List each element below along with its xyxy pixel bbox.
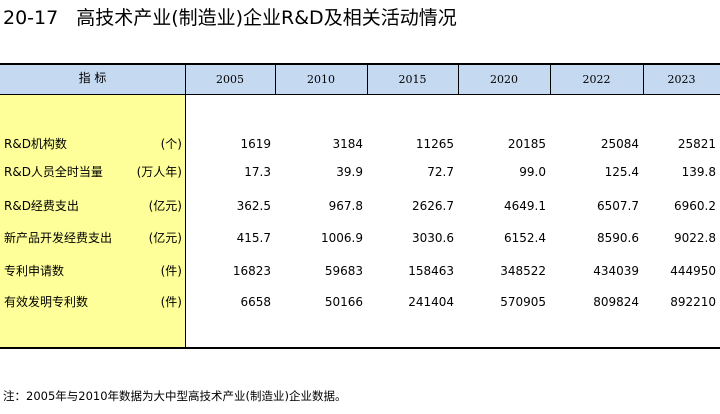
stub-header: 指 标 xyxy=(78,71,107,85)
row-label: 有效发明专利数 xyxy=(4,295,89,309)
stub-divider xyxy=(185,63,186,349)
row-label: R&D经费支出 xyxy=(4,199,79,213)
table-cell: 6507.7 xyxy=(597,199,639,213)
year-column-header: 2020 xyxy=(490,73,518,86)
table-top-rule xyxy=(0,63,720,65)
table-title: 高技术产业(制造业)企业R&D及相关活动情况 xyxy=(76,7,457,29)
table-cell: 16823 xyxy=(232,264,271,278)
table-cell: 1619 xyxy=(240,137,271,151)
table-cell: 59683 xyxy=(324,264,363,278)
table-cell: 6960.2 xyxy=(674,199,716,213)
table-header-band xyxy=(0,64,720,94)
year-column-header: 2010 xyxy=(307,73,335,86)
table-cell: 348522 xyxy=(500,264,546,278)
year-column-header: 2023 xyxy=(667,73,696,86)
table-cell: 39.9 xyxy=(336,165,363,179)
table-cell: 11265 xyxy=(415,137,454,151)
header-column-divider xyxy=(367,63,368,95)
table-cell: 3184 xyxy=(332,137,363,151)
table-cell: 20185 xyxy=(507,137,546,151)
table-cell: 50166 xyxy=(324,295,363,309)
row-unit: (件) xyxy=(160,264,182,278)
data-table: 指 标 2005 2010 2015 2020 2022 2023 R&D机构数 (个) 161… xyxy=(0,63,720,349)
table-cell: 1006.9 xyxy=(321,231,363,245)
table-cell: 25821 xyxy=(677,137,716,151)
header-column-divider xyxy=(643,63,644,95)
table-cell: 434039 xyxy=(593,264,639,278)
table-cell: 241404 xyxy=(408,295,454,309)
table-cell: 139.8 xyxy=(681,165,716,179)
table-cell: 125.4 xyxy=(604,165,639,179)
row-label: R&D机构数 xyxy=(4,137,67,151)
table-bottom-rule xyxy=(0,347,720,349)
table-cell: 892210 xyxy=(670,295,716,309)
row-unit: (亿元) xyxy=(148,199,182,213)
table-cell: 570905 xyxy=(500,295,546,309)
header-column-divider xyxy=(458,63,459,95)
table-cell: 4649.1 xyxy=(504,199,546,213)
row-label: 专利申请数 xyxy=(4,264,65,278)
table-cell: 362.5 xyxy=(236,199,271,213)
year-column-header: 2022 xyxy=(582,73,611,86)
header-column-divider xyxy=(275,63,276,95)
row-unit: (亿元) xyxy=(148,231,182,245)
row-unit: (件) xyxy=(160,295,182,309)
table-cell: 3030.6 xyxy=(412,231,454,245)
year-column-header: 2005 xyxy=(216,73,244,86)
table-cell: 17.3 xyxy=(244,165,271,179)
table-cell: 967.8 xyxy=(328,199,363,213)
footnote: 注：2005年与2010年数据为大中型高技术产业(制造业)企业数据。 xyxy=(3,389,347,403)
row-unit: (个) xyxy=(160,137,182,151)
table-header-rule xyxy=(0,94,720,95)
row-unit: (万人年) xyxy=(136,165,182,179)
year-column-header: 2015 xyxy=(398,73,427,86)
table-cell: 6152.4 xyxy=(504,231,546,245)
row-label: R&D人员全时当量 xyxy=(4,165,103,179)
table-cell: 9022.8 xyxy=(674,231,716,245)
table-cell: 99.0 xyxy=(519,165,546,179)
table-cell: 72.7 xyxy=(427,165,454,179)
table-cell: 2626.7 xyxy=(412,199,454,213)
table-stub-column xyxy=(0,94,185,348)
table-cell: 8590.6 xyxy=(597,231,639,245)
table-cell: 6658 xyxy=(240,295,271,309)
table-cell: 25084 xyxy=(600,137,639,151)
row-label: 新产品开发经费支出 xyxy=(4,231,113,245)
header-column-divider xyxy=(550,63,551,95)
table-cell: 158463 xyxy=(408,264,454,278)
table-cell: 444950 xyxy=(670,264,716,278)
table-cell: 809824 xyxy=(593,295,639,309)
table-cell: 415.7 xyxy=(236,231,271,245)
page-title: 20-17 高技术产业(制造业)企业R&D及相关活动情况 xyxy=(3,3,457,30)
table-number: 20-17 xyxy=(3,7,59,29)
